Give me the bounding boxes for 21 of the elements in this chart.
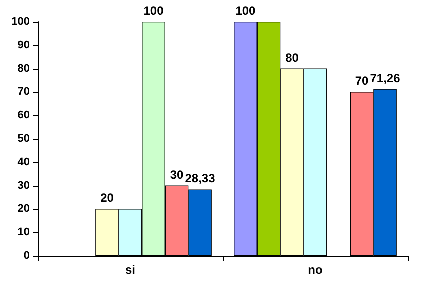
x-tick-label: si [125,263,136,277]
data-label: 20 [100,191,114,206]
y-tick-label: 80 [18,62,30,75]
y-tick-label: 0 [24,250,30,262]
y-tick-label: 50 [18,133,30,145]
y-tick-label: 100 [12,16,30,28]
data-label: 30 [170,168,184,182]
x-tick-label: no [308,263,323,277]
y-tick-label: 10 [18,226,30,239]
data-label: 70 [355,74,370,88]
data-label: 100 [144,4,164,18]
data-label: 100 [236,4,256,18]
y-tick-label: 60 [18,110,30,122]
data-label: 80 [286,50,300,65]
y-tick-label: 90 [18,39,30,52]
data-label: 28,33 [185,172,216,186]
y-tick-label: 20 [18,203,30,216]
data-label: 71,26 [370,71,401,86]
y-tick-label: 30 [18,180,30,192]
y-tick-label: 40 [18,156,30,168]
y-tick-label: 70 [18,86,30,98]
